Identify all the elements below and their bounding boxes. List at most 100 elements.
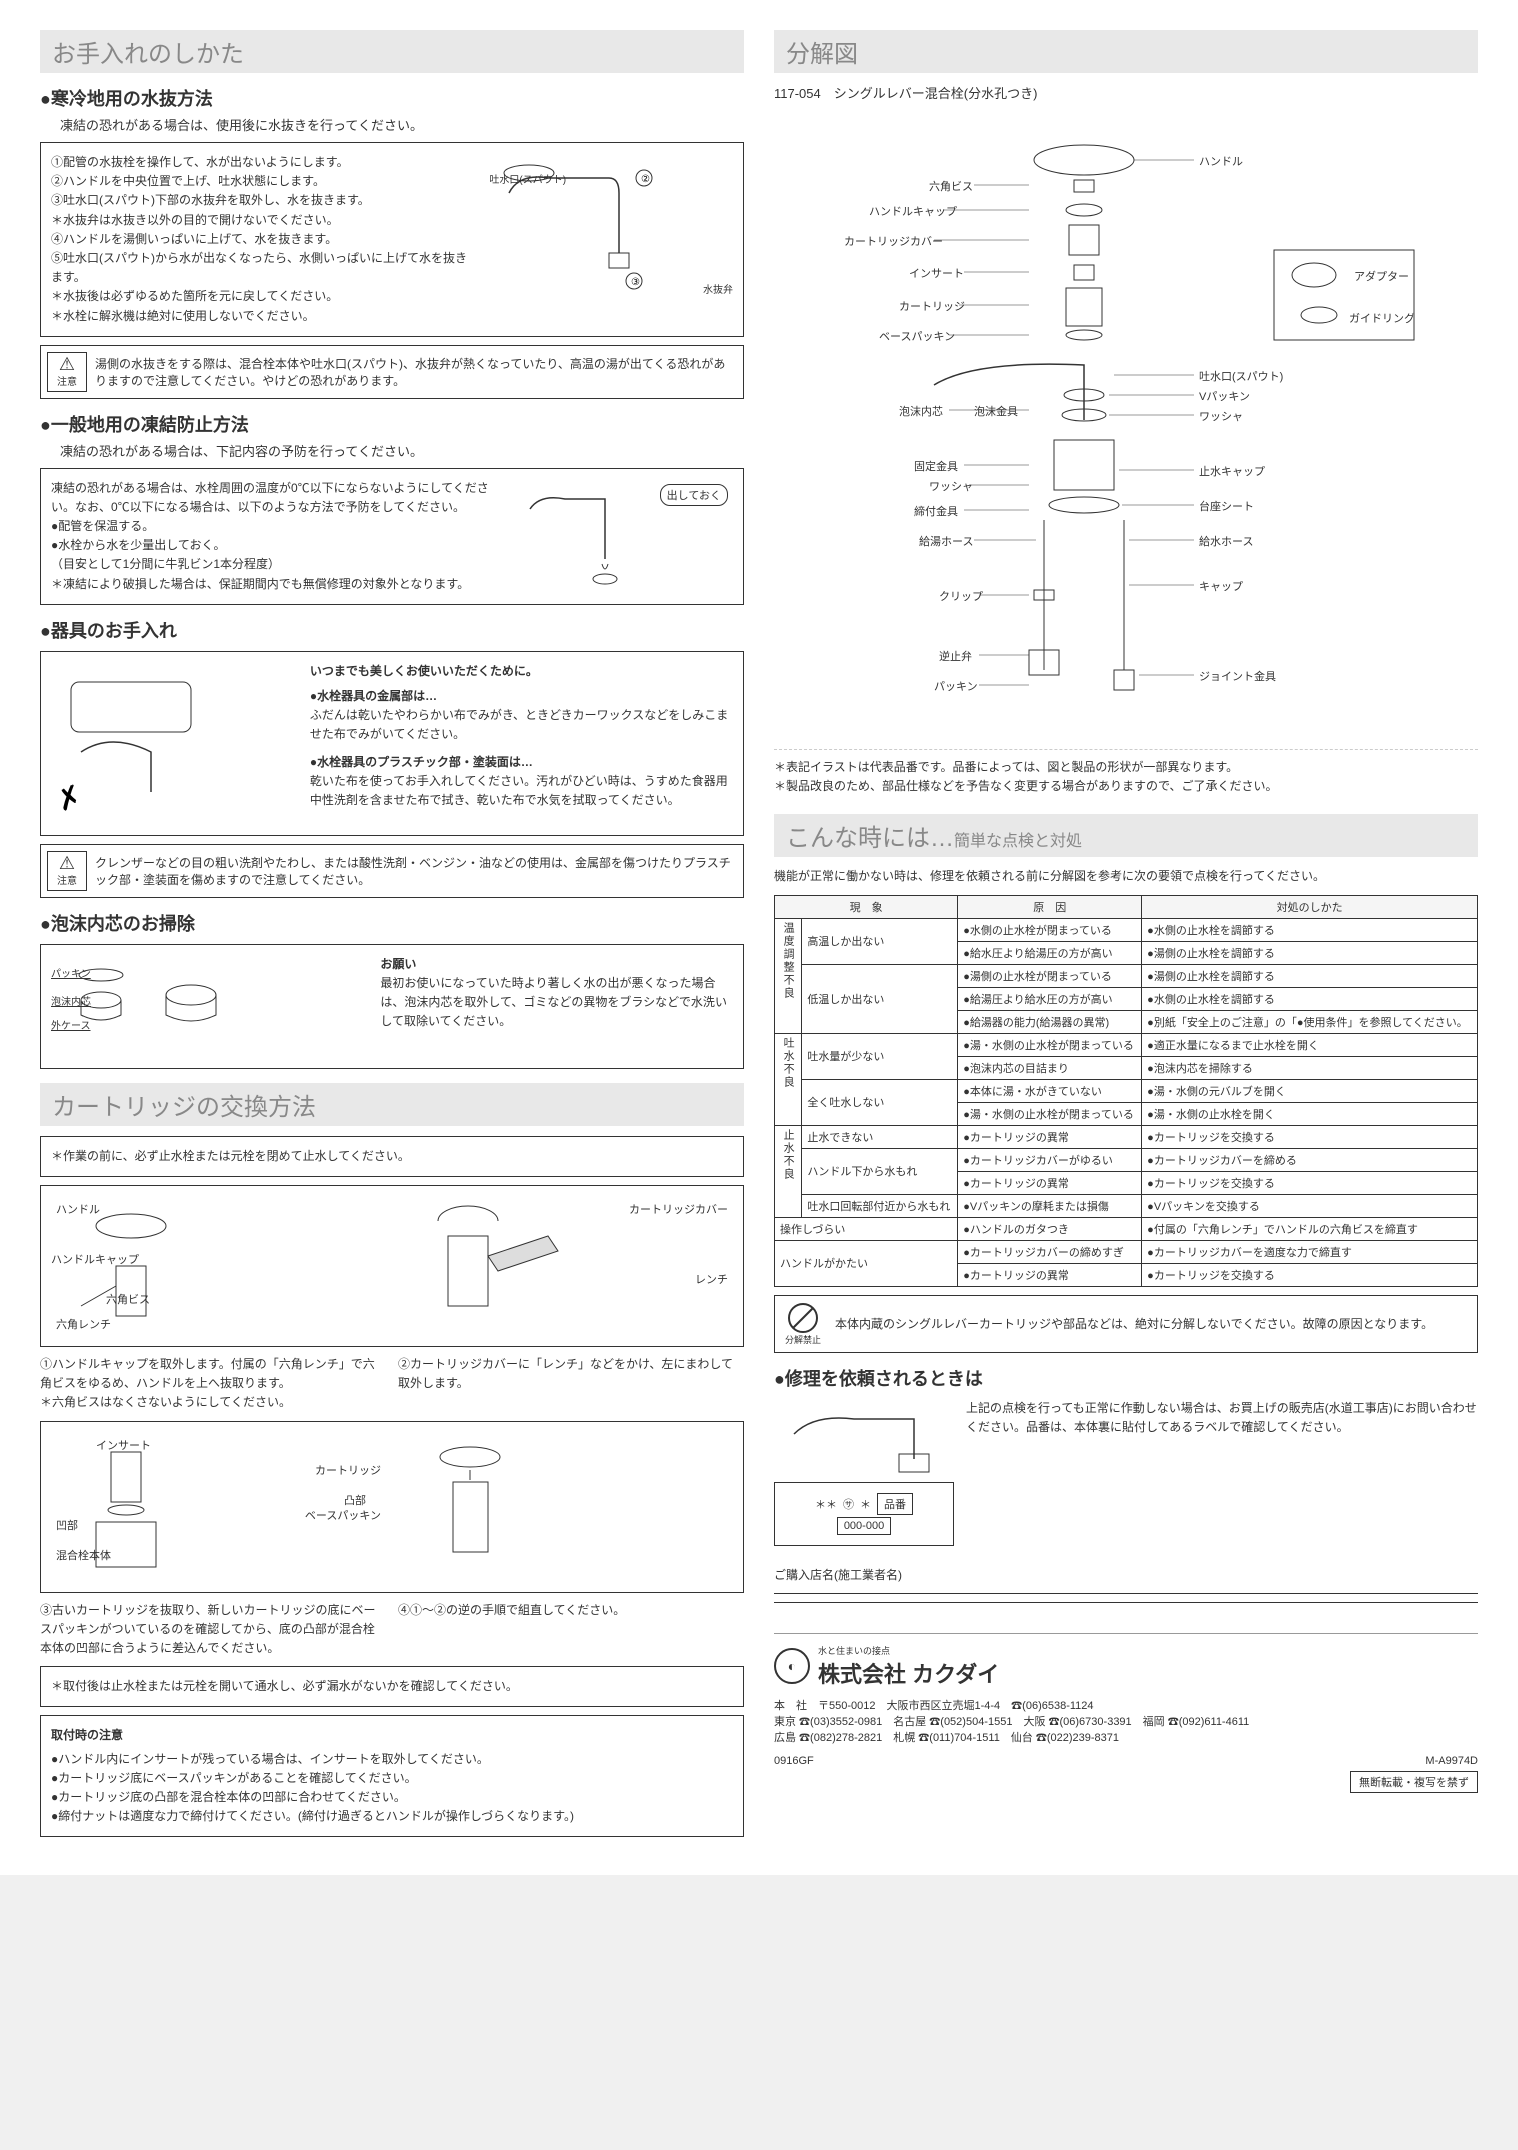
cell: 低温しか出ない (802, 964, 958, 1033)
prohibit-icon: 分解禁止 (781, 1302, 825, 1346)
cell: ハンドル下から水もれ (802, 1148, 958, 1194)
cold-step: ＊水抜弁は水抜き以外の目的で開けないでください。 (51, 211, 477, 230)
cell: ●Vパッキンを交換する (1142, 1194, 1478, 1217)
cell: 止水できない (802, 1125, 958, 1148)
cell: ●水側の止水栓を調節する (1142, 987, 1478, 1010)
copyright: 無断転載・複写を禁ず (1350, 1771, 1478, 1793)
lbl: 六角レンチ (56, 1316, 111, 1332)
th-fix: 対処のしかた (1142, 895, 1478, 918)
cell: ●カートリッジを交換する (1142, 1171, 1478, 1194)
p-check: 逆止弁 (939, 648, 972, 664)
svg-text:✗: ✗ (52, 779, 87, 819)
step4: ④①〜②の逆の手順で組直してください。 (398, 1601, 744, 1659)
cold-step: ⑤吐水口(スパウト)から水が出なくなったら、水側いっぱいに上げて水を抜きます。 (51, 249, 477, 287)
cell: 操作しづらい (775, 1217, 958, 1240)
code1: 0916GF (774, 1755, 814, 1767)
cart-diag4 (398, 1432, 733, 1582)
footer: ◐ 水と住まいの接点 株式会社 カクダイ 本 社 〒550-0012 大阪市西区… (774, 1633, 1478, 1793)
cell: ●カートリッジの異常 (958, 1263, 1142, 1286)
cell: 吐水口回転部付近から水もれ (802, 1194, 958, 1217)
valve-label: 水抜弁 (703, 281, 733, 296)
lbl: ベースパッキン (305, 1507, 381, 1523)
metal-title: ●水栓器具の金属部は… (310, 687, 733, 706)
cell: ●湯・水側の元バルブを開く (1142, 1079, 1478, 1102)
cell: ●カートリッジを交換する (1142, 1125, 1478, 1148)
p-cap2: キャップ (1199, 578, 1243, 594)
cell: ●別紙「安全上のご注意」の「●使用条件」を参照してください。 (1142, 1010, 1478, 1033)
cell: ●湯・水側の止水栓を開く (1142, 1102, 1478, 1125)
cell: ●給水圧より給湯圧の方が高い (958, 941, 1142, 964)
p-insert: インサート (909, 265, 964, 281)
pack-lbl: パッキン (51, 965, 91, 980)
install-title: 取付時の注意 (51, 1726, 733, 1745)
diag-note: ＊製品改良のため、部品仕様などを予告なく変更する場合がありますので、ご了承くださ… (774, 777, 1478, 796)
install-note: ●締付ナットは適度な力で締付けてください。(締付け過ぎるとハンドルが操作しづらく… (51, 1807, 733, 1826)
p-seat: 台座シート (1199, 498, 1254, 514)
case-lbl: 外ケース (51, 1017, 91, 1032)
cold-step: ＊水抜後は必ずゆるめた箇所を元に戻してください。 (51, 287, 477, 306)
cell: ●本体に湯・水がきていない (958, 1079, 1142, 1102)
left-header: お手入れのしかた (40, 30, 744, 73)
general-line: 凍結の恐れがある場合は、水栓周囲の温度が0℃以下にならないようにしてください。な… (51, 479, 498, 517)
install-notes-box: 取付時の注意 ●ハンドル内にインサートが残っている場合は、インサートを取外してく… (40, 1715, 744, 1837)
lbl: 六角ビス (106, 1291, 150, 1307)
p-cap: ハンドルキャップ (869, 203, 957, 219)
exploded-diagram: ハンドル 六角ビス ハンドルキャップ カートリッジカバー インサート カートリッ… (774, 110, 1478, 750)
cell: ●泡沫内芯の目詰まり (958, 1056, 1142, 1079)
right-header: 分解図 (774, 30, 1478, 73)
lbl: インサート (96, 1437, 151, 1453)
cold-step: ④ハンドルを湯側いっぱいに上げて、水を抜きます。 (51, 230, 477, 249)
cartridge-header: カートリッジの交換方法 (40, 1083, 744, 1126)
general-box: 凍結の恐れがある場合は、水栓周囲の温度が0℃以下にならないようにしてください。な… (40, 468, 744, 605)
plastic-title: ●水栓器具のプラスチック部・塗装面は… (310, 753, 733, 772)
lbl: 混合栓本体 (56, 1547, 111, 1563)
caution-icon: ⚠注意 (47, 352, 87, 392)
ask-body: 最初お使いになっていた時より著しく水の出が悪くなった場合は、泡沫内芯を取外して、… (380, 974, 733, 1032)
p-coremetal: 泡沫金具 (974, 403, 1018, 419)
maint-diagram: ✗ (51, 662, 298, 822)
repair-body: 上記の点検を行っても正常に作動しない場合は、お買上げの販売店(水道工事店)にお問… (966, 1399, 1478, 1546)
lbl: カートリッジ (315, 1462, 381, 1478)
cell: ●カートリッジの異常 (958, 1171, 1142, 1194)
cold-step: ＊水栓に解氷機は絶対に使用しないでください。 (51, 307, 477, 326)
p-clip: クリップ (939, 588, 983, 604)
cold-caution: ⚠注意 湯側の水抜きをする際は、混合栓本体や吐水口(スパウト)、水抜弁が熱くなっ… (40, 345, 744, 399)
cart-warn-top: ＊作業の前に、必ず止水栓または元栓を閉めて止水してください。 (40, 1136, 744, 1177)
th-phenom: 現 象 (775, 895, 958, 918)
tagline: 水と住まいの接点 (818, 1644, 999, 1657)
model: 117-054 シングルレバー混合栓(分水孔つき) (774, 83, 1478, 102)
th-cause: 原 因 (958, 895, 1142, 918)
lbl: ハンドル (56, 1201, 100, 1217)
maint-title: 器具のお手入れ (40, 617, 744, 643)
maint-caution: ⚠注意 クレンザーなどの目の粗い洗剤やたわし、または酸性洗剤・ベンジン・油などの… (40, 844, 744, 898)
p-tighten: 締付金具 (914, 503, 958, 519)
install-note: ●ハンドル内にインサートが残っている場合は、インサートを取外してください。 (51, 1750, 733, 1769)
p-washer2: ワッシャ (1199, 408, 1243, 424)
cart-step34: インサート カートリッジ 凸部 ベースパッキン 凹部 混合栓本体 (40, 1421, 744, 1593)
branches: 東京 ☎(03)3552-0981 名古屋 ☎(052)504-1551 大阪 … (774, 1713, 1478, 1729)
g2: 吐水不良 (775, 1033, 802, 1125)
p-packing: パッキン (934, 678, 978, 694)
lbl: レンチ (695, 1271, 728, 1287)
p-hose-hot: 給湯ホース (919, 533, 973, 549)
svg-text:③: ③ (631, 277, 640, 288)
maint-caution-text: クレンザーなどの目の粗い洗剤やたわし、または酸性洗剤・ベンジン・油などの使用は、… (95, 854, 737, 888)
cell: ●湯側の止水栓を調節する (1142, 941, 1478, 964)
aerator-title: 泡沫内芯のお掃除 (40, 910, 744, 936)
general-line: ●配管を保温する。 (51, 517, 498, 536)
p-base: ベースパッキン (879, 328, 955, 344)
p-fix: 固定金具 (914, 458, 958, 474)
drip-callout: 出しておく (660, 484, 728, 506)
general-title: 一般地用の凍結防止方法 (40, 411, 744, 437)
cold-caution-text: 湯側の水抜きをする際は、混合栓本体や吐水口(スパウト)、水抜弁が熱くなっていたり… (95, 355, 737, 389)
repair-box: ＊＊ ㋚ ＊ 品番 000-000 上記の点検を行っても正常に作動しない場合は、… (774, 1399, 1478, 1546)
cell: ●適正水量になるまで止水栓を開く (1142, 1033, 1478, 1056)
shop-label: ご購入店名(施工業者名) (774, 1568, 902, 1582)
cold-step: ②ハンドルを中央位置で上げ、吐水状態にします。 (51, 172, 477, 191)
cart-step12: ハンドル ハンドルキャップ 六角ビス 六角レンチ カートリッジカバー レンチ (40, 1185, 744, 1347)
general-line: （目安として1分間に牛乳ビン1本分程度） (51, 555, 498, 574)
cart-diag2 (398, 1196, 733, 1336)
prohibit-text: 本体内蔵のシングルレバーカートリッジや部品などは、絶対に分解しないでください。故… (835, 1315, 1433, 1332)
trouble-table: 現 象 原 因 対処のしかた 温度調整不良 高温しか出ない ●水側の止水栓が閉ま… (774, 895, 1478, 1287)
maint-box: ✗ いつまでも美しくお使いいただくために。 ●水栓器具の金属部は… ふだんは乾い… (40, 651, 744, 836)
